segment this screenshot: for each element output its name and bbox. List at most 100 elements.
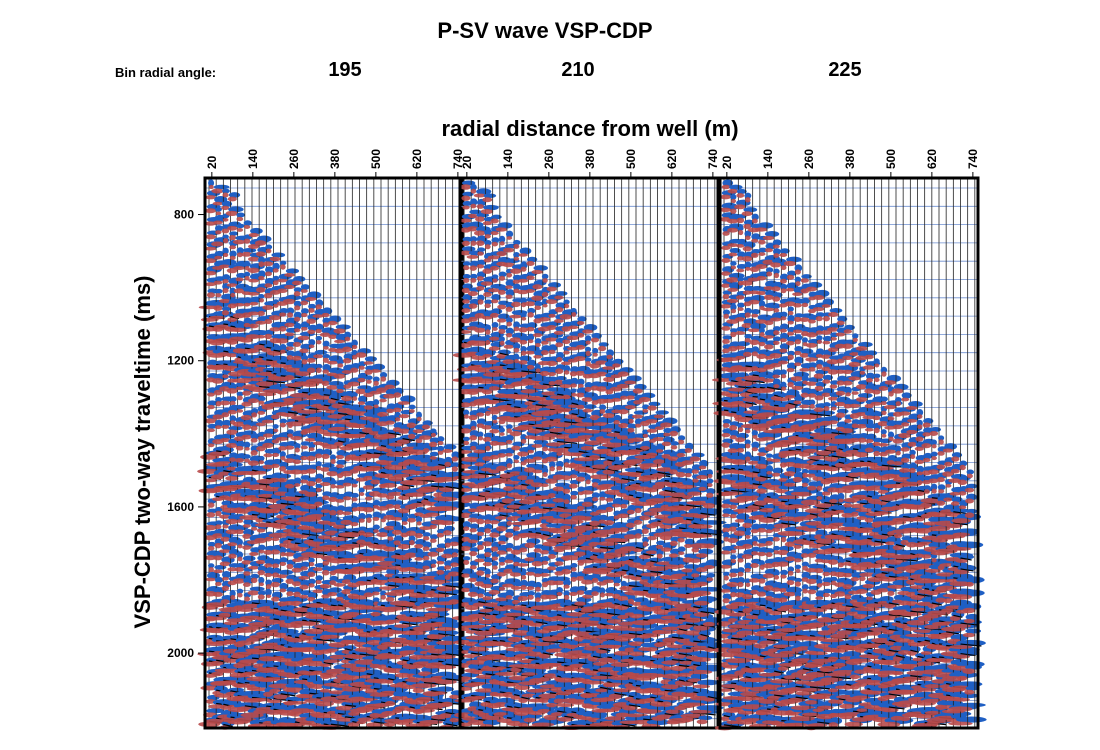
wiggle-trough (286, 563, 294, 570)
wiggle-trough (503, 344, 514, 349)
wiggle-trough (642, 433, 649, 438)
wiggle-trough (258, 275, 265, 281)
wiggle-trough (222, 192, 229, 198)
wiggle-trough (213, 569, 223, 574)
wiggle-trough (627, 427, 635, 433)
wiggle-trough (229, 255, 236, 260)
wiggle-trough (301, 313, 308, 318)
wiggle-trough (244, 596, 251, 602)
wiggle-trough (233, 288, 245, 294)
wiggle-trough (248, 697, 271, 702)
wiggle-trough (427, 551, 439, 557)
wiggle-trough (244, 458, 250, 463)
wiggle-trough (481, 389, 493, 395)
wiggle-trough (225, 353, 239, 358)
wiggle-trough (527, 594, 534, 600)
wiggle-trough (470, 188, 477, 194)
wiggle-trough (469, 435, 478, 441)
wiggle-peak (443, 444, 457, 450)
wiggle-peak (534, 301, 543, 307)
wiggle-trough (652, 459, 666, 464)
wiggle-trough (213, 220, 223, 225)
wiggle-peak (462, 436, 470, 442)
wiggle-trough (505, 332, 513, 338)
wiggle-trough (306, 480, 316, 487)
wiggle-trough (506, 236, 513, 240)
wiggle-trough (616, 435, 630, 440)
wiggle-trough (204, 258, 217, 264)
wiggle-trough (639, 396, 651, 403)
wiggle-trough (512, 526, 520, 531)
wiggle-trough (259, 298, 265, 303)
wiggle-trough (435, 547, 445, 553)
wiggle-trough (490, 546, 499, 552)
wiggle-peak (613, 577, 622, 584)
wiggle-peak (229, 250, 237, 258)
wiggle-trough (477, 593, 484, 598)
wiggle-trough (327, 592, 338, 597)
wiggle-peak (279, 418, 288, 424)
wiggle-trough (244, 276, 250, 281)
wiggle-trough (519, 339, 528, 345)
wiggle-trough (553, 330, 564, 335)
wiggle-trough (281, 387, 297, 392)
wiggle-peak (271, 252, 286, 258)
wiggle-trough (460, 487, 472, 492)
wiggle-trough (591, 577, 599, 583)
wiggle-trough (229, 245, 237, 250)
wiggle-trough (264, 536, 273, 542)
wiggle-trough (469, 551, 478, 557)
wiggle-trough (626, 395, 636, 400)
wiggle-peak (207, 400, 218, 406)
wiggle-trough (477, 299, 484, 305)
wiggle-peak (242, 247, 257, 253)
wiggle-trough (393, 407, 402, 413)
wiggle-trough (546, 360, 557, 367)
wiggle-trough (362, 506, 374, 513)
wiggle-peak (329, 479, 337, 485)
wiggle-trough (241, 401, 252, 407)
wiggle-trough (460, 402, 472, 408)
wiggle-trough (240, 414, 253, 421)
wiggle-trough (206, 512, 216, 518)
wiggle-trough (633, 519, 643, 525)
wiggle-trough (213, 389, 223, 396)
wiggle-trough (247, 267, 260, 274)
wiggle-trough (480, 208, 494, 215)
wiggle-trough (301, 326, 308, 331)
wiggle-trough (451, 456, 459, 462)
wiggle-trough (215, 230, 222, 235)
wiggle-trough (253, 344, 268, 350)
wiggle-trough (563, 499, 570, 505)
wiggle-trough (569, 474, 578, 479)
wiggle-trough (524, 542, 536, 549)
wiggle-trough (248, 278, 260, 283)
wiggle-trough (221, 576, 230, 581)
wiggle-trough (548, 554, 556, 560)
wiggle-trough (559, 384, 572, 389)
wiggle-trough (547, 371, 557, 377)
wiggle-trough (423, 536, 430, 541)
wiggle-trough (563, 584, 570, 589)
wiggle-trough (256, 334, 266, 339)
wiggle-trough (283, 552, 296, 557)
wiggle-trough (326, 385, 339, 390)
wiggle-trough (323, 659, 341, 664)
wiggle-peak (655, 410, 669, 415)
wiggle-trough (230, 594, 236, 600)
wiggle-trough (476, 285, 485, 291)
wiggle-trough (546, 286, 557, 292)
wiggle-peak (314, 349, 328, 355)
wiggle-trough (236, 228, 244, 232)
wiggle-trough (225, 210, 239, 217)
wiggle-trough (283, 612, 307, 617)
wiggle-trough (539, 572, 550, 577)
wiggle-peak (221, 419, 232, 426)
wiggle-trough (277, 288, 288, 293)
wiggle-trough (562, 488, 571, 494)
wiggle-trough (255, 320, 267, 325)
wiggle-trough (655, 449, 664, 453)
wiggle-peak (429, 451, 439, 457)
wiggle-trough (330, 484, 336, 489)
wiggle-trough (234, 457, 245, 463)
